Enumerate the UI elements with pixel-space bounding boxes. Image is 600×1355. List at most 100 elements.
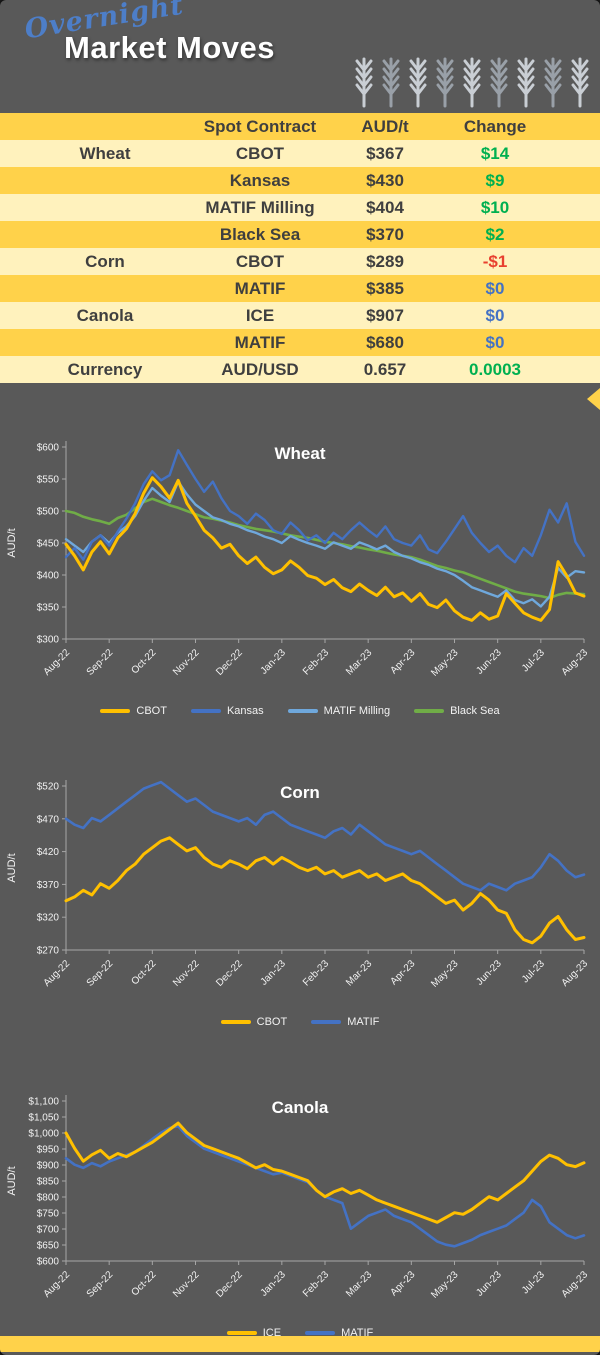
legend-label: MATIF <box>347 1016 380 1028</box>
wheat-icon <box>517 57 535 108</box>
legend-label: Kansas <box>226 705 264 717</box>
svg-text:$1,000: $1,000 <box>28 1129 59 1140</box>
svg-text:Aug-22: Aug-22 <box>42 1269 73 1300</box>
table-row: Currency AUD/USD 0.657 0.0003 <box>0 356 600 383</box>
svg-text:$450: $450 <box>37 539 60 550</box>
svg-text:Jul-23: Jul-23 <box>520 1269 547 1296</box>
svg-text:Jun-23: Jun-23 <box>474 958 504 988</box>
svg-text:Feb-23: Feb-23 <box>301 1269 331 1299</box>
canola-chart: Canola AUD/t $600 $650 $700 $750 $800 $850 $900 $… <box>0 1057 600 1344</box>
change-cell: $0 <box>485 305 505 325</box>
table-header-row: Spot Contract AUD/t Change <box>0 113 600 140</box>
svg-text:$700: $700 <box>37 1225 60 1236</box>
chart-svg-wheat: Wheat AUD/t $300 $350 $400 $450 $500 $550 $600 Au… <box>6 441 591 679</box>
contract-cell: Black Sea <box>219 224 301 244</box>
legend-label: Black Sea <box>450 705 500 717</box>
chart-legend-corn: CBOT MATIF <box>0 1011 600 1033</box>
svg-text:$520: $520 <box>37 782 60 793</box>
charts-section: Wheat AUD/t $300 $350 $400 $450 $500 $550 $600 Au… <box>0 383 600 1344</box>
legend-swatch <box>226 1331 257 1335</box>
change-cell: $0 <box>485 332 505 352</box>
legend-item: MATIF Milling <box>287 705 391 717</box>
table-row: MATIF $680 $0 <box>0 329 600 356</box>
page-title: Market Moves <box>64 30 276 65</box>
wheat-icon <box>463 57 481 108</box>
contract-cell: MATIF Milling <box>205 197 315 217</box>
svg-text:Jun-23: Jun-23 <box>474 647 504 677</box>
svg-text:$550: $550 <box>37 475 60 486</box>
svg-text:$300: $300 <box>37 635 60 646</box>
table-row: MATIF $385 $0 <box>0 275 600 302</box>
price-cell: $370 <box>366 224 404 244</box>
svg-text:$420: $420 <box>37 847 60 858</box>
svg-text:Jul-23: Jul-23 <box>520 647 547 674</box>
svg-text:Jan-23: Jan-23 <box>259 1269 289 1299</box>
svg-text:Feb-23: Feb-23 <box>301 647 331 677</box>
svg-text:$800: $800 <box>37 1193 60 1204</box>
svg-text:Jan-23: Jan-23 <box>259 647 289 677</box>
price-cell: $404 <box>366 197 404 217</box>
chart-legend-wheat: CBOT Kansas MATIF Milling Black Sea <box>0 700 600 722</box>
table-row: Black Sea $370 $2 <box>0 221 600 248</box>
svg-text:May-23: May-23 <box>429 958 461 990</box>
gold-corner-flag <box>587 388 600 410</box>
corn-chart: Corn AUD/t $270 $320 $370 $420 $470 $520 Aug-22 S… <box>0 740 600 1033</box>
legend-swatch <box>220 1020 251 1024</box>
svg-text:Aug-23: Aug-23 <box>560 1269 591 1300</box>
svg-text:Oct-22: Oct-22 <box>129 647 158 676</box>
wheat-icon <box>490 57 508 108</box>
price-cell: $367 <box>366 143 404 163</box>
chart-svg-canola: Canola AUD/t $600 $650 $700 $750 $800 $850 $900 $… <box>6 1095 591 1301</box>
svg-text:Mar-23: Mar-23 <box>344 958 374 988</box>
legend-label: MATIF Milling <box>323 705 391 717</box>
svg-text:Dec-22: Dec-22 <box>214 1269 245 1300</box>
svg-text:Dec-22: Dec-22 <box>214 647 245 678</box>
svg-text:Dec-22: Dec-22 <box>214 958 245 989</box>
svg-text:Aug-23: Aug-23 <box>560 647 591 678</box>
category-cell: Currency <box>67 359 143 379</box>
table-row: MATIF Milling $404 $10 <box>0 194 600 221</box>
price-cell: $680 <box>366 332 404 352</box>
table-row: Kansas $430 $9 <box>0 167 600 194</box>
table-row: Corn CBOT $289 -$1 <box>0 248 600 275</box>
category-cell: Corn <box>85 251 125 271</box>
svg-text:Sep-22: Sep-22 <box>85 1269 116 1300</box>
svg-text:Jul-23: Jul-23 <box>520 958 547 985</box>
svg-text:$270: $270 <box>37 946 60 957</box>
svg-text:Oct-22: Oct-22 <box>129 1269 158 1298</box>
svg-text:AUD/t: AUD/t <box>6 853 18 882</box>
svg-text:AUD/t: AUD/t <box>6 528 18 557</box>
contract-cell: AUD/USD <box>221 359 299 379</box>
wheat-chart: Wheat AUD/t $300 $350 $400 $450 $500 $550 $600 Au… <box>0 395 600 722</box>
svg-text:Corn: Corn <box>280 783 320 802</box>
legend-swatch <box>414 709 445 713</box>
wheat-icon <box>409 57 427 108</box>
legend-item: CBOT <box>100 705 167 717</box>
svg-text:Wheat: Wheat <box>275 444 326 463</box>
svg-text:Aug-22: Aug-22 <box>42 647 73 678</box>
contract-cell: MATIF <box>234 278 286 298</box>
chart-svg-corn: Corn AUD/t $270 $320 $370 $420 $470 $520 Aug-22 S… <box>6 780 591 990</box>
svg-text:$400: $400 <box>37 571 60 582</box>
header-spot-contract: Spot Contract <box>203 116 317 136</box>
change-cell: -$1 <box>482 251 508 271</box>
change-cell: $10 <box>480 197 510 217</box>
svg-text:$950: $950 <box>37 1145 60 1156</box>
table-row: Canola ICE $907 $0 <box>0 302 600 329</box>
svg-text:$1,050: $1,050 <box>28 1113 59 1124</box>
wheat-icon <box>544 57 562 108</box>
svg-text:May-23: May-23 <box>429 647 461 679</box>
svg-text:Nov-22: Nov-22 <box>171 958 202 989</box>
price-cell: $289 <box>366 251 404 271</box>
svg-text:$600: $600 <box>37 1257 60 1268</box>
legend-swatch <box>100 709 131 713</box>
svg-text:Apr-23: Apr-23 <box>388 647 417 676</box>
svg-text:$650: $650 <box>37 1241 60 1252</box>
legend-item: CBOT <box>220 1016 287 1028</box>
price-cell: $907 <box>366 305 404 325</box>
wheat-icons-row <box>352 56 592 108</box>
legend-item: Kansas <box>190 705 264 717</box>
header: Overnight Market Moves <box>0 0 600 113</box>
svg-text:Aug-23: Aug-23 <box>560 958 591 989</box>
